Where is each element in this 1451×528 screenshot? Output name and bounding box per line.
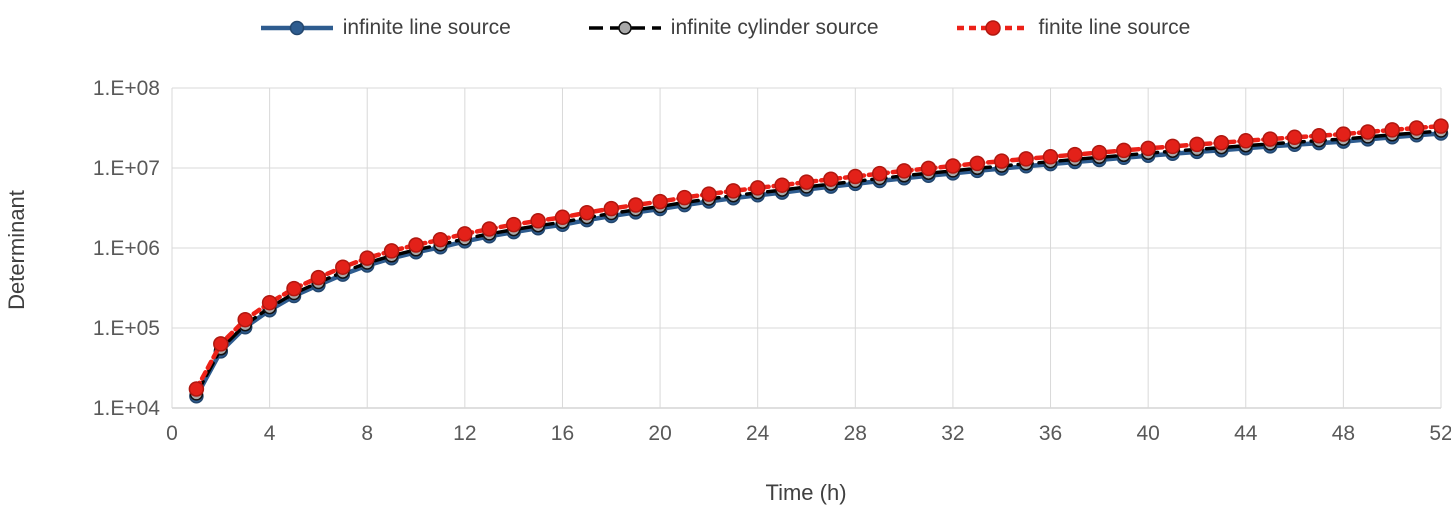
series-marker-2 [1116, 142, 1132, 159]
legend-label: infinite cylinder source [670, 16, 879, 39]
series-marker-2 [1189, 136, 1205, 153]
series-marker-2 [261, 294, 278, 311]
series-marker-2 [969, 155, 986, 172]
y-tick-label: 1.E+06 [93, 237, 160, 260]
series-marker-2 [823, 171, 839, 187]
series-marker-2 [481, 221, 498, 237]
legend-label: infinite line source [342, 16, 511, 39]
y-tick-label: 1.E+05 [93, 317, 160, 340]
series-marker-2 [213, 336, 229, 352]
series-marker-2 [383, 243, 400, 259]
chart-legend: infinite line source infinite cylinder so… [0, 8, 1451, 48]
series-marker-2 [945, 158, 961, 174]
series-marker-2 [1433, 118, 1449, 134]
series-marker-2 [774, 177, 790, 193]
series-marker-2 [701, 186, 717, 202]
series-marker-2 [627, 197, 644, 213]
series-marker-2 [530, 213, 546, 229]
y-tick-label: 1.E+08 [93, 77, 160, 100]
series-marker-2 [993, 153, 1010, 169]
series-marker-2 [896, 163, 912, 179]
series-marker-2 [505, 216, 522, 233]
series-line-2 [194, 123, 1444, 392]
legend-label: finite line source [1038, 16, 1191, 39]
series-marker-2 [554, 209, 571, 226]
series-marker-2 [603, 200, 620, 217]
legend-swatch [260, 20, 333, 36]
series-marker-2 [1360, 124, 1376, 140]
x-tick-label: 36 [1039, 422, 1062, 445]
series-marker-2 [432, 231, 449, 248]
series-marker-2 [1238, 133, 1254, 149]
series-marker-2 [725, 183, 742, 199]
series-marker-2 [1286, 129, 1303, 146]
x-tick-label: 32 [941, 422, 964, 445]
series-marker-2 [188, 381, 205, 397]
x-tick-label: 16 [551, 422, 574, 445]
series-marker-2 [1164, 138, 1181, 155]
legend-item: infinite line source [260, 16, 511, 40]
legend-item: infinite cylinder source [588, 16, 879, 40]
series-marker-2 [1213, 134, 1230, 151]
x-tick-label: 0 [166, 422, 178, 445]
legend-swatch [588, 21, 661, 35]
y-tick-label: 1.E+04 [93, 397, 160, 420]
y-tick-label: 1.E+07 [93, 157, 160, 180]
series-marker-2 [1408, 120, 1425, 136]
series-marker-2 [798, 174, 815, 190]
x-tick-label: 4 [264, 422, 276, 445]
series-marker-2 [1140, 140, 1156, 157]
series-marker-2 [871, 165, 888, 182]
series-marker-2 [1042, 149, 1059, 165]
series-marker-2 [749, 180, 766, 196]
legend-swatch [956, 20, 1029, 36]
series-marker-2 [1262, 131, 1278, 147]
series-marker-2 [579, 204, 595, 221]
series-marker-2 [457, 226, 473, 242]
series-line-0 [194, 131, 1444, 399]
x-tick-label: 24 [746, 422, 770, 445]
x-tick-label: 28 [844, 422, 867, 445]
series-marker-2 [335, 259, 351, 275]
x-tick-label: 8 [361, 422, 373, 445]
series-marker-2 [652, 193, 668, 210]
x-tick-label: 12 [453, 422, 476, 445]
series-line-1 [194, 129, 1443, 396]
x-tick-label: 48 [1332, 422, 1355, 445]
series-marker-2 [359, 250, 375, 266]
y-axis-title: Determinant [4, 190, 29, 310]
x-tick-label: 44 [1234, 422, 1258, 445]
series-marker-2 [408, 237, 424, 253]
series-marker-2 [1311, 128, 1327, 144]
series-marker-2 [1067, 146, 1083, 163]
series-marker-2 [676, 189, 693, 206]
legend-item: finite line source [956, 16, 1191, 40]
series-marker-2 [1091, 144, 1108, 161]
x-axis-title: Time (h) [765, 480, 846, 505]
series-marker-2 [847, 168, 864, 185]
series-marker-2 [1384, 122, 1400, 138]
x-tick-label: 52 [1429, 422, 1451, 445]
series-marker-2 [310, 269, 327, 286]
series-marker-2 [1018, 151, 1034, 167]
series-marker-2 [237, 311, 253, 328]
series-marker-2 [920, 160, 937, 177]
x-tick-label: 20 [648, 422, 671, 445]
series-marker-2 [1335, 126, 1352, 142]
series-marker-2 [286, 280, 302, 297]
x-tick-label: 40 [1136, 422, 1159, 445]
